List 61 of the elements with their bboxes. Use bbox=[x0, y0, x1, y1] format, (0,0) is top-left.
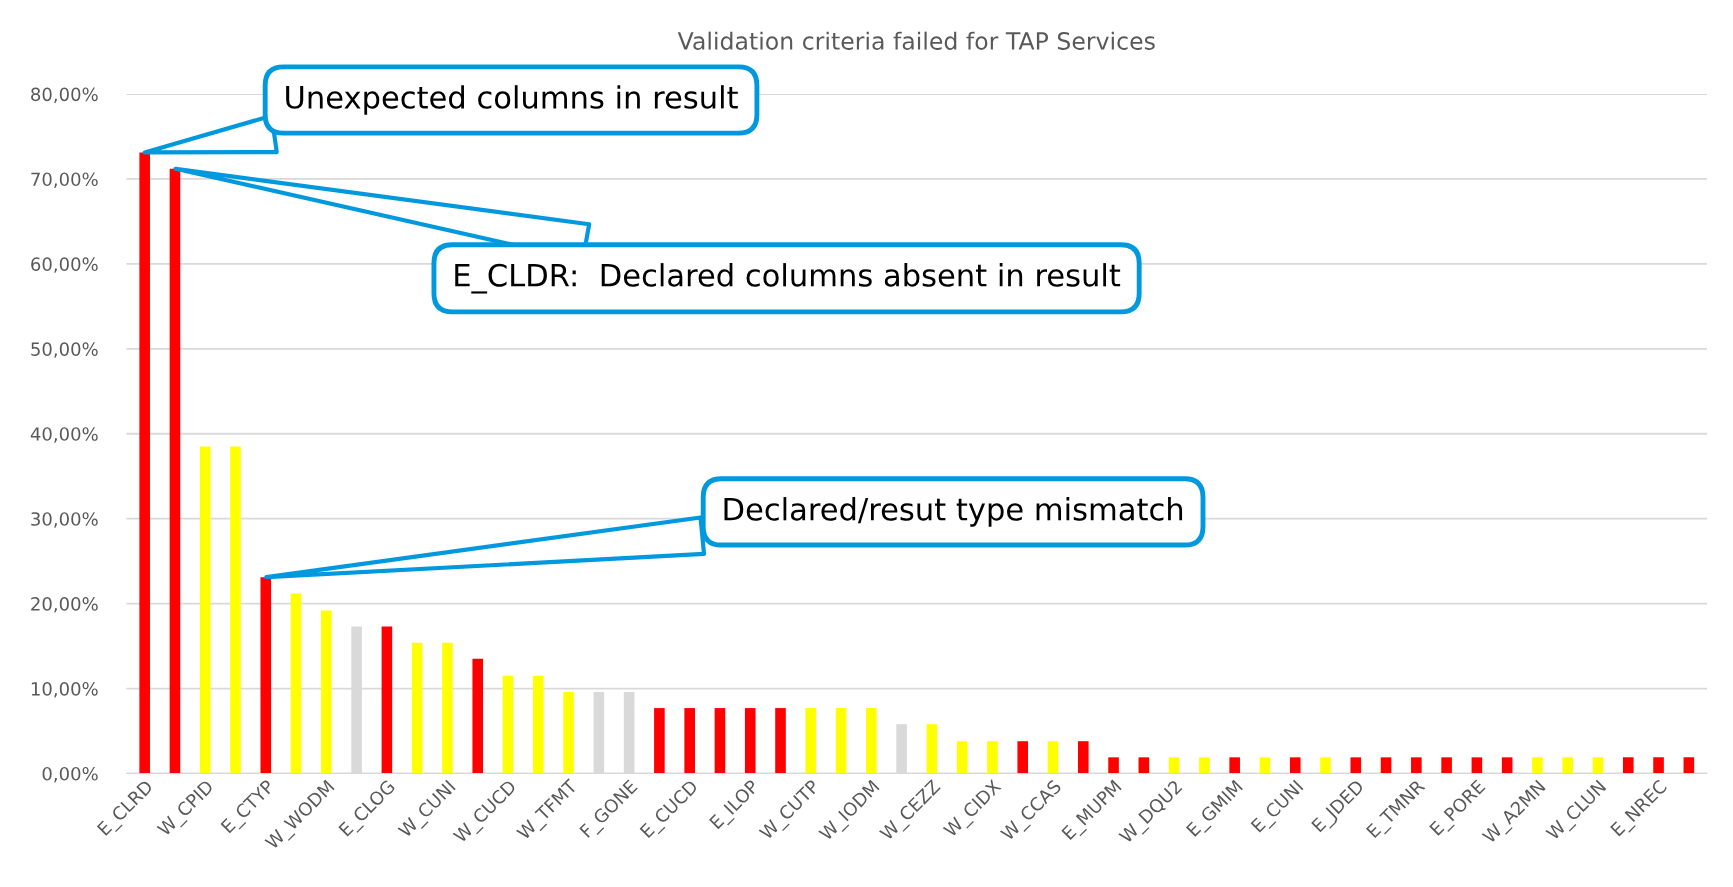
bar bbox=[1077, 741, 1089, 774]
bar bbox=[1350, 757, 1362, 774]
bar bbox=[684, 708, 695, 774]
bar bbox=[654, 708, 665, 774]
bar bbox=[714, 708, 726, 774]
bar bbox=[1562, 757, 1574, 774]
bar bbox=[1411, 757, 1422, 774]
y-tick-label: 10,00% bbox=[31, 681, 98, 698]
bar bbox=[1229, 757, 1240, 774]
bar bbox=[169, 168, 181, 774]
y-tick-label: 60,00% bbox=[31, 257, 98, 273]
bar bbox=[290, 593, 302, 774]
bar bbox=[926, 724, 938, 774]
bar bbox=[987, 741, 998, 774]
bar bbox=[1047, 741, 1059, 774]
bar bbox=[1017, 741, 1029, 774]
y-tick-label: 0,00% bbox=[42, 766, 98, 783]
bar bbox=[1653, 757, 1664, 774]
bar bbox=[775, 708, 786, 774]
annotation: E_CLDR: Declared columns absent in result bbox=[455, 263, 1121, 294]
bar bbox=[199, 446, 211, 774]
bar bbox=[1259, 757, 1271, 774]
bar bbox=[1441, 757, 1452, 774]
bar bbox=[321, 610, 332, 774]
y-tick-label: 80,00% bbox=[31, 87, 98, 103]
bar bbox=[805, 708, 817, 774]
annotation: Unexpected columns in result bbox=[286, 85, 738, 115]
bar bbox=[1289, 757, 1301, 774]
bar bbox=[260, 577, 272, 774]
bar bbox=[442, 642, 453, 774]
bar bbox=[230, 446, 241, 774]
bar bbox=[411, 642, 423, 774]
bar bbox=[1320, 757, 1331, 774]
y-tick-label: 70,00% bbox=[31, 172, 98, 188]
y-tick-label: 20,00% bbox=[31, 597, 98, 613]
annotation: Declared/resut type mismatch bbox=[724, 497, 1183, 527]
bar bbox=[1199, 757, 1210, 774]
chart-title: Validation criteria failed for TAP Services bbox=[677, 31, 1155, 50]
bar bbox=[472, 658, 484, 774]
bar bbox=[835, 708, 847, 774]
y-tick-label: 30,00% bbox=[31, 512, 98, 528]
bar bbox=[866, 708, 877, 774]
bar bbox=[1168, 757, 1180, 774]
bar bbox=[1501, 757, 1513, 774]
bar bbox=[744, 708, 756, 774]
bar bbox=[532, 675, 544, 774]
bar bbox=[1108, 757, 1119, 774]
bar bbox=[502, 675, 514, 774]
bar bbox=[1532, 757, 1543, 774]
bar bbox=[956, 741, 968, 774]
bar bbox=[1380, 757, 1392, 774]
bar bbox=[563, 691, 574, 774]
y-tick-label: 40,00% bbox=[30, 427, 98, 443]
bar bbox=[1592, 757, 1604, 774]
bar bbox=[1683, 757, 1695, 774]
bar bbox=[1471, 757, 1483, 774]
bar bbox=[1138, 757, 1150, 774]
bar bbox=[381, 626, 393, 774]
bar bbox=[139, 152, 150, 774]
y-tick-label: 50,00% bbox=[31, 342, 98, 358]
bar bbox=[1622, 757, 1634, 774]
